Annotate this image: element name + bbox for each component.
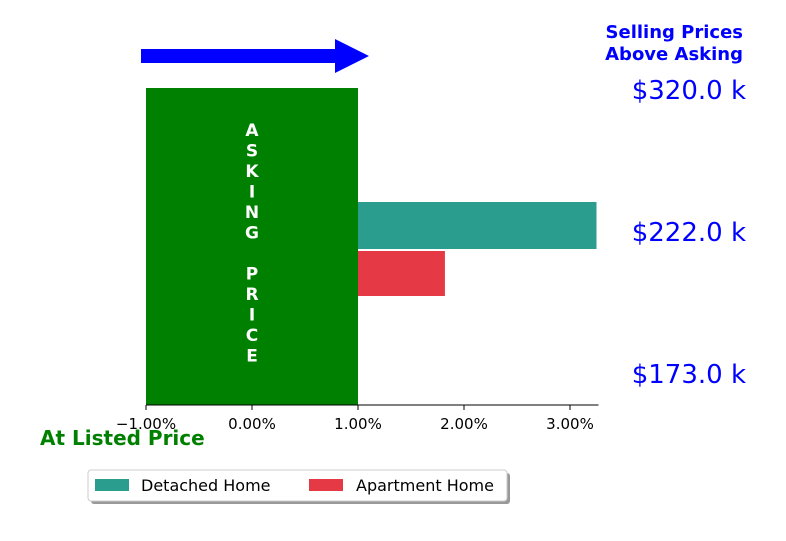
arrow-shaft (141, 49, 337, 63)
arrow-head (335, 39, 369, 73)
x-tick-label-2: 1.00% (334, 415, 382, 433)
x-tick-label-1: 0.00% (228, 415, 276, 433)
asking-letter-2: K (245, 162, 259, 182)
direction-arrow-icon (141, 39, 369, 73)
legend-swatch-apartment (309, 479, 343, 491)
legend-box (87, 469, 508, 502)
legend: Detached Home Apartment Home (87, 469, 510, 504)
chart-title-line-2: Above Asking (605, 44, 743, 65)
legend-label-apartment: Apartment Home (356, 476, 494, 495)
asking-letter-8: R (245, 285, 258, 305)
at-listed-price-label: At Listed Price (40, 426, 205, 450)
asking-letter-9: I (249, 306, 255, 326)
asking-letter-1: S (246, 142, 258, 162)
price-label-2: $173.0 k (632, 360, 746, 390)
asking-letter-11: E (246, 347, 258, 367)
bars (358, 202, 597, 296)
x-tick-label-4: 3.00% (546, 415, 594, 433)
x-tick-label-0: −1.00% (116, 415, 176, 433)
asking-price-band (146, 88, 358, 405)
asking-letter-5: G (245, 224, 259, 244)
asking-letter-4: N (245, 203, 259, 223)
x-tick-label-3: 2.00% (440, 415, 488, 433)
asking-letter-7: P (246, 265, 258, 285)
asking-letter-0: A (245, 121, 259, 141)
price-labels: $320.0 k $222.0 k $173.0 k (632, 76, 746, 390)
bar-apartment-home (358, 251, 445, 296)
x-axis: −1.00% 0.00% 1.00% 2.00% 3.00% (116, 404, 599, 433)
price-label-1: $222.0 k (632, 218, 746, 248)
bar-detached-home (358, 202, 597, 249)
chart-title-line-1: Selling Prices (606, 22, 743, 43)
legend-label-detached: Detached Home (141, 476, 271, 495)
asking-letter-3: I (249, 183, 255, 203)
legend-swatch-detached (95, 479, 129, 491)
asking-letter-10: C (246, 326, 258, 346)
price-label-0: $320.0 k (632, 76, 746, 106)
